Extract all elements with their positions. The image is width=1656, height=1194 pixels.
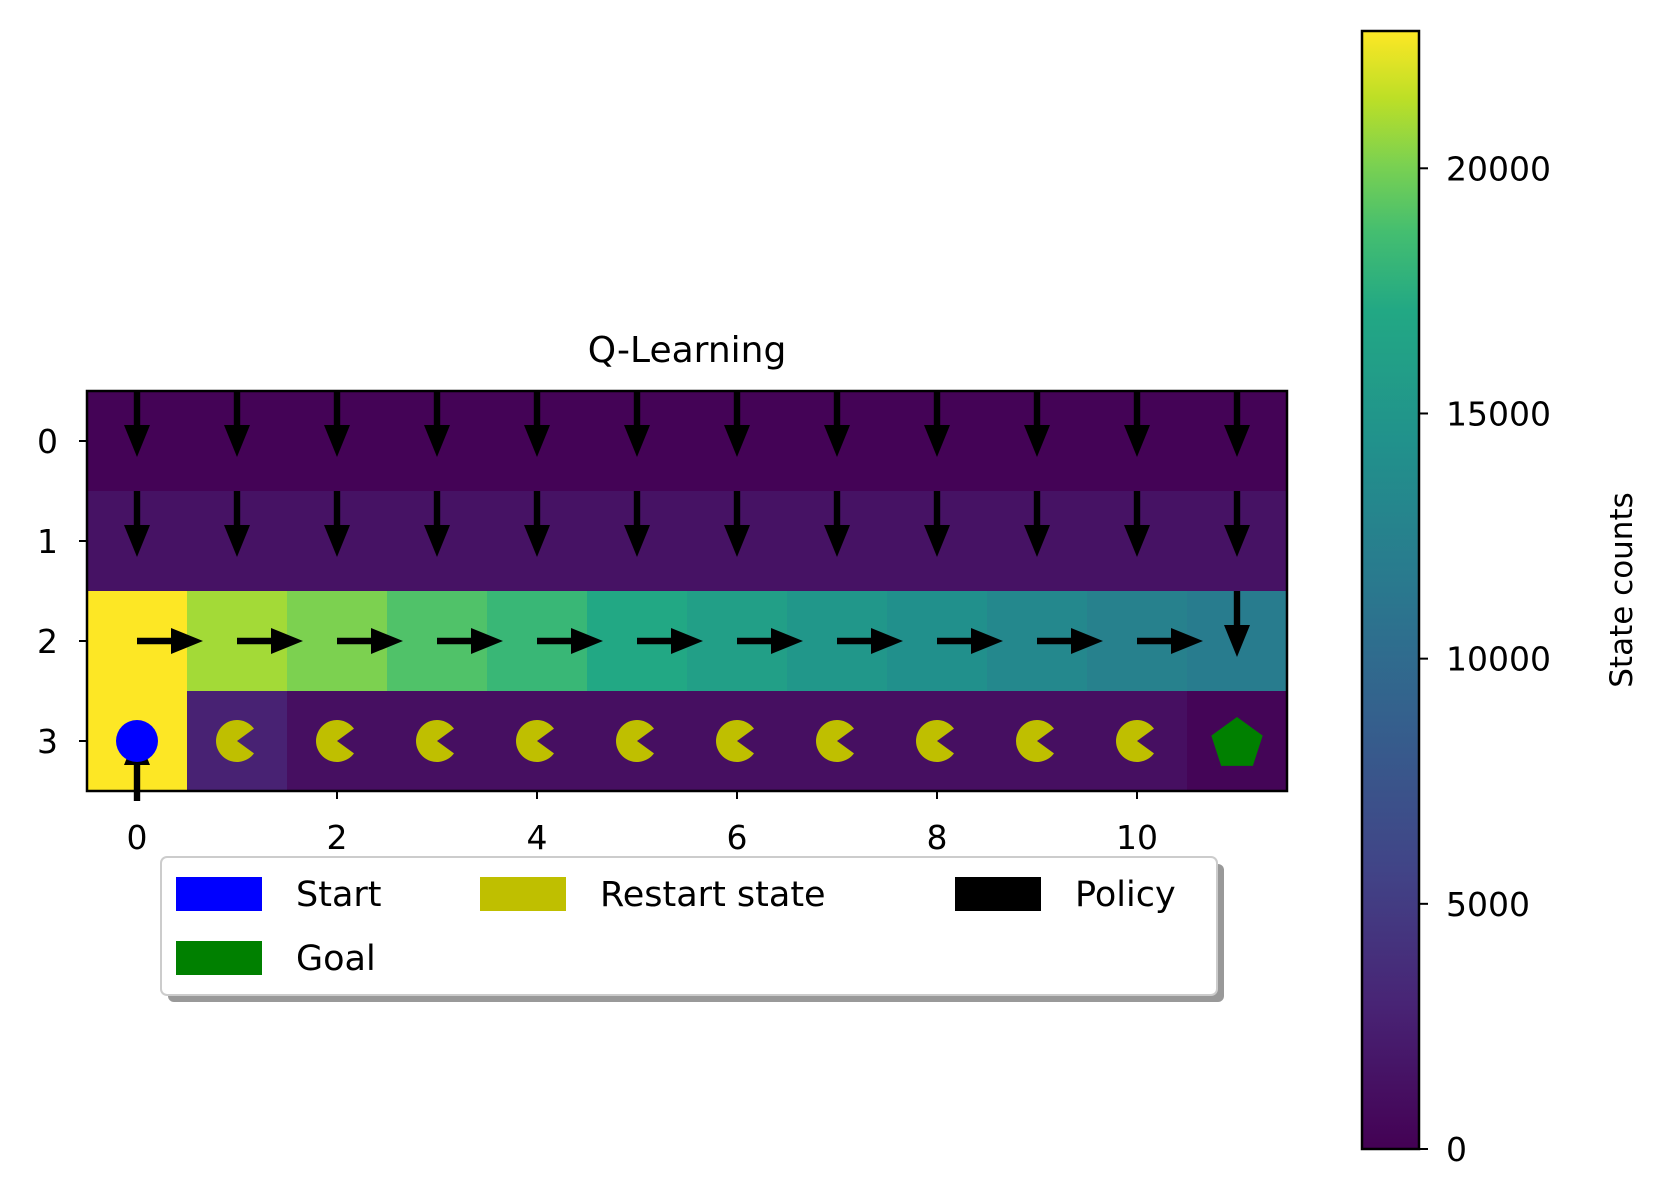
policy-arrow bbox=[624, 391, 650, 457]
policy-arrow bbox=[824, 491, 850, 557]
policy-arrow bbox=[124, 491, 150, 557]
colorbar-frame bbox=[1360, 29, 1421, 1151]
restart-marker bbox=[316, 719, 354, 762]
policy-arrow bbox=[937, 628, 1003, 654]
policy-arrow bbox=[637, 628, 703, 654]
policy-arrow bbox=[1224, 591, 1250, 657]
colorbar-gradient bbox=[1362, 31, 1419, 1149]
policy-arrow bbox=[537, 628, 603, 654]
policy-arrow bbox=[324, 391, 350, 457]
restart-marker bbox=[1016, 719, 1054, 762]
colorbar: 0 5000 10000 15000 20000 State counts bbox=[1360, 29, 1640, 1169]
legend-swatch bbox=[480, 877, 566, 911]
policy-arrow bbox=[337, 628, 403, 654]
policy-arrow bbox=[924, 491, 950, 557]
policy-arrow bbox=[724, 491, 750, 557]
policy-arrow bbox=[224, 491, 250, 557]
policy-arrow bbox=[824, 391, 850, 457]
plot-frame bbox=[85, 389, 1289, 793]
x-tick-label: 10 bbox=[1116, 818, 1158, 857]
restart-marker bbox=[1116, 719, 1154, 762]
policy-arrow bbox=[237, 628, 303, 654]
colorbar-tick-label: 10000 bbox=[1446, 640, 1551, 679]
policy-arrow bbox=[1124, 391, 1150, 457]
heatmap-cells bbox=[87, 391, 1288, 792]
policy-arrow bbox=[1024, 491, 1050, 557]
chart-title: Q-Learning bbox=[588, 330, 787, 371]
restart-marker bbox=[716, 719, 754, 762]
policy-arrow bbox=[1024, 391, 1050, 457]
start-marker bbox=[116, 720, 158, 762]
colorbar-tick-label: 15000 bbox=[1446, 394, 1551, 433]
policy-arrow bbox=[424, 491, 450, 557]
legend-swatch bbox=[176, 877, 262, 911]
legend-label: Policy bbox=[1075, 875, 1176, 915]
legend-label: Start bbox=[296, 875, 382, 915]
restart-marker bbox=[916, 719, 954, 762]
policy-arrow bbox=[224, 391, 250, 457]
policy-arrow bbox=[1037, 628, 1103, 654]
policy-arrow bbox=[724, 391, 750, 457]
policy-arrow bbox=[1124, 491, 1150, 557]
policy-arrow bbox=[524, 491, 550, 557]
policy-arrow bbox=[437, 628, 503, 654]
policy-arrow bbox=[1224, 491, 1250, 557]
policy-arrow bbox=[837, 628, 903, 654]
policy-arrow bbox=[624, 491, 650, 557]
policy-arrow bbox=[1224, 391, 1250, 457]
goal-marker bbox=[1211, 717, 1263, 766]
y-tick-label: 2 bbox=[37, 622, 58, 661]
restart-marker bbox=[516, 719, 554, 762]
y-tick-label: 0 bbox=[37, 422, 58, 461]
restart-marker bbox=[216, 720, 254, 762]
colorbar-tick-label: 0 bbox=[1446, 1130, 1467, 1169]
policy-arrow bbox=[324, 491, 350, 557]
legend-label: Goal bbox=[296, 939, 376, 979]
restart-marker bbox=[416, 719, 454, 762]
policy-arrow bbox=[737, 628, 803, 654]
legend-label: Restart state bbox=[600, 875, 826, 915]
colorbar-label: State counts bbox=[1604, 492, 1640, 688]
legend-swatch bbox=[955, 877, 1041, 911]
legend-swatch bbox=[176, 941, 262, 975]
colorbar-tick-label: 5000 bbox=[1446, 885, 1530, 924]
legend: Start Restart state Policy Goal bbox=[160, 856, 1224, 1002]
policy-arrow bbox=[137, 628, 203, 654]
colorbar-tick-label: 20000 bbox=[1446, 149, 1551, 188]
y-tick-label: 1 bbox=[37, 522, 58, 561]
policy-arrow bbox=[924, 391, 950, 457]
y-axis: 0 1 2 3 bbox=[37, 422, 87, 761]
x-tick-label: 0 bbox=[127, 818, 148, 857]
x-tick-label: 4 bbox=[527, 818, 548, 857]
markers bbox=[116, 717, 1263, 766]
legend-box bbox=[160, 856, 1218, 996]
restart-marker bbox=[616, 719, 654, 762]
policy-arrow bbox=[424, 391, 450, 457]
policy-arrow bbox=[124, 391, 150, 457]
x-axis: 0 2 4 6 8 10 bbox=[127, 791, 1158, 857]
x-tick-label: 6 bbox=[727, 818, 748, 857]
x-tick-label: 2 bbox=[327, 818, 348, 857]
restart-marker bbox=[816, 719, 854, 762]
x-tick-label: 8 bbox=[927, 818, 948, 857]
policy-arrows bbox=[124, 391, 1250, 801]
policy-arrow bbox=[1137, 628, 1203, 654]
y-tick-label: 3 bbox=[37, 722, 58, 761]
policy-arrow bbox=[524, 391, 550, 457]
